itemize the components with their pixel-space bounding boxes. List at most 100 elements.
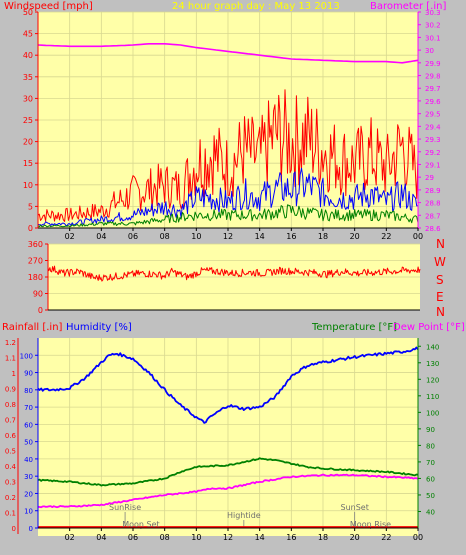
humidity-tick-label: 50 <box>24 439 33 447</box>
temperature-series-line <box>37 457 419 487</box>
event-label: Moon Rise <box>350 520 391 529</box>
chart-title: 24 hour graph day : May 13 2013 <box>172 1 340 12</box>
direction-tick-label: 0 <box>38 306 43 315</box>
rainfall-tick-label: 0 <box>12 525 16 533</box>
humidity-x-tick-label: 08 <box>160 533 170 542</box>
rainfall-tick-label: 1.2 <box>5 339 16 347</box>
barometer-tick-label: 29.7 <box>425 85 441 93</box>
humidity-tick-label: 80 <box>24 387 33 395</box>
wind-x-tick-label: 20 <box>350 232 360 241</box>
temperature-tick-label: 140 <box>426 343 439 351</box>
temperature-tick-label: 50 <box>426 492 435 500</box>
event-label: SunRise <box>109 503 141 512</box>
windspeed-tick-label: 45 <box>23 30 33 39</box>
rainfall-tick-label: 0.2 <box>5 494 16 502</box>
humidity-x-tick-label: 22 <box>381 533 391 542</box>
barometer-tick-label: 28.8 <box>425 200 441 208</box>
temperature-tick-label: 110 <box>426 393 439 401</box>
barometer-tick-label: 29.3 <box>425 136 441 144</box>
humidity-x-tick-label: 04 <box>96 533 106 542</box>
barometer-tick-label: 29.2 <box>425 149 441 157</box>
windspeed-tick-label: 5 <box>28 202 33 211</box>
humidity-tick-label: 40 <box>24 456 33 464</box>
rainfall-tick-label: 0.7 <box>5 417 16 425</box>
dewpoint-axis-label: Dew Point [°F] <box>393 322 465 333</box>
direction-tick-label: 270 <box>28 257 43 266</box>
barometer-tick-label: 30.1 <box>425 34 441 42</box>
wind-series-line-average <box>37 167 419 227</box>
humidity-x-tick-label: 06 <box>128 533 138 542</box>
windspeed-tick-label: 30 <box>23 94 33 103</box>
humidity-tick-label: 70 <box>24 404 33 412</box>
humidity-tick-label: 60 <box>24 421 33 429</box>
windspeed-tick-label: 10 <box>23 181 33 190</box>
wind-x-tick-label: 12 <box>223 232 233 241</box>
barometer-tick-label: 30 <box>425 47 434 55</box>
rainfall-tick-label: 0.8 <box>5 401 16 409</box>
humidity-x-tick-label: 18 <box>318 533 328 542</box>
humidity-x-tick-label: 14 <box>255 533 265 542</box>
temperature-tick-label: 80 <box>426 442 435 450</box>
rainfall-tick-label: 1 <box>12 370 16 378</box>
temperature-tick-label: 40 <box>426 508 435 516</box>
temperature-axis-label: Temperature [°F] <box>311 322 397 333</box>
humidity-tick-label: 10 <box>24 508 33 516</box>
wind-x-tick-label: 10 <box>191 232 201 241</box>
wind-x-tick-label: 06 <box>128 232 138 241</box>
wind-x-tick-label: 08 <box>160 232 170 241</box>
wind-x-tick-label: 02 <box>65 232 75 241</box>
humidity-x-tick-label: 02 <box>65 533 75 542</box>
windspeed-tick-label: 20 <box>23 138 33 147</box>
windspeed-tick-label: 50 <box>23 8 33 17</box>
direction-tick-label: 90 <box>33 290 43 299</box>
windspeed-tick-label: 15 <box>23 159 33 168</box>
barometer-tick-label: 29.6 <box>425 98 441 106</box>
wind-x-tick-label: 18 <box>318 232 328 241</box>
barometer-tick-label: 29.4 <box>425 123 441 131</box>
temperature-tick-label: 90 <box>426 426 435 434</box>
barometer-series-line <box>37 42 419 64</box>
direction-label-n-top: N <box>436 237 445 251</box>
wind-x-tick-label: 16 <box>286 232 296 241</box>
humidity-tick-label: 20 <box>24 490 33 498</box>
direction-tick-label: 360 <box>28 240 43 249</box>
humidity-series-line <box>37 346 419 424</box>
rainfall-axis-label: Rainfall [.in] <box>2 322 63 333</box>
windspeed-axis-label: Windspeed [mph] <box>4 1 93 12</box>
barometer-tick-label: 28.6 <box>425 225 441 233</box>
barometer-tick-label: 29.9 <box>425 60 441 68</box>
rainfall-tick-label: 1.1 <box>5 355 16 363</box>
humidity-tick-label: 30 <box>24 473 33 481</box>
barometer-tick-label: 29.8 <box>425 73 441 81</box>
temperature-tick-label: 60 <box>426 475 435 483</box>
direction-tick-label: 180 <box>28 273 43 282</box>
barometer-tick-label: 29.1 <box>425 161 441 169</box>
direction-label-n-bottom: N <box>436 305 445 319</box>
barometer-axis-label: Barometer [.in] <box>370 1 446 12</box>
direction-label-e: E <box>436 290 444 304</box>
rainfall-tick-label: 0.5 <box>5 448 16 456</box>
wind-series-line-gust <box>37 89 419 222</box>
wind-x-tick-label: 22 <box>381 232 391 241</box>
humidity-tick-label: 0 <box>29 525 33 533</box>
rainfall-tick-label: 0.3 <box>5 479 16 487</box>
humidity-x-tick-label: 12 <box>223 533 233 542</box>
barometer-tick-label: 29 <box>425 174 434 182</box>
barometer-tick-label: 28.9 <box>425 187 441 195</box>
direction-label-w: W <box>434 255 446 269</box>
humidity-tick-label: 100 <box>20 352 33 360</box>
event-label: Moon Set <box>122 520 159 529</box>
windspeed-tick-label: 25 <box>23 116 33 125</box>
temperature-tick-label: 100 <box>426 409 439 417</box>
direction-series-line <box>47 265 421 282</box>
barometer-tick-label: 30.3 <box>425 9 441 17</box>
temperature-tick-label: 70 <box>426 459 435 467</box>
rainfall-tick-label: 0.9 <box>5 386 16 394</box>
wind-x-tick-label: 14 <box>255 232 265 241</box>
dew-point-series-line <box>37 473 419 509</box>
barometer-tick-label: 28.7 <box>425 212 441 220</box>
temperature-tick-label: 130 <box>426 360 439 368</box>
windspeed-tick-label: 0 <box>28 224 33 233</box>
